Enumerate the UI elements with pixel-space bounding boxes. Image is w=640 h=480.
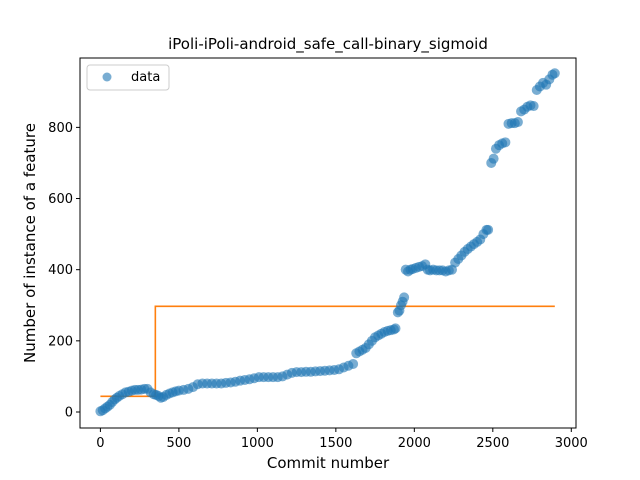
legend: data: [86, 64, 170, 91]
data-point: [348, 358, 359, 369]
y-tick-label: 0: [65, 405, 73, 420]
x-tick-label: 2000: [398, 436, 431, 451]
x-tick-label: 500: [166, 436, 191, 451]
y-axis-label: Number of instance of a feature: [21, 123, 39, 363]
data-points-layer: [95, 68, 560, 417]
x-tick-label: 3000: [555, 436, 588, 451]
x-tick-label: 0: [96, 436, 104, 451]
y-tick-label: 800: [48, 121, 73, 136]
data-point: [399, 292, 410, 303]
data-point: [483, 224, 494, 235]
data-point: [500, 137, 511, 148]
y-tick-label: 200: [48, 334, 73, 349]
legend-box: [86, 64, 170, 91]
chart-title: iPoli-iPoli-android_safe_call-binary_sig…: [168, 35, 488, 54]
data-point: [390, 323, 401, 334]
x-tick-label: 1500: [319, 436, 352, 451]
x-tick-label: 1000: [241, 436, 274, 451]
data-point: [488, 153, 499, 164]
data-point: [512, 117, 523, 128]
data-point: [549, 68, 560, 79]
y-axis-ticks: 0 200 400 600 800: [48, 121, 80, 420]
legend-label-data: data: [131, 70, 160, 85]
plot-frame: [79, 57, 577, 429]
data-point: [528, 101, 539, 112]
legend-marker-data: [102, 72, 112, 82]
plot-area: [79, 57, 577, 429]
x-tick-label: 2500: [476, 436, 509, 451]
x-axis-label: Commit number: [267, 454, 390, 472]
x-axis-ticks: 0 500 1000 1500 2000 2500 3000: [96, 428, 588, 451]
y-tick-label: 400: [48, 263, 73, 278]
y-tick-label: 600: [48, 192, 73, 207]
